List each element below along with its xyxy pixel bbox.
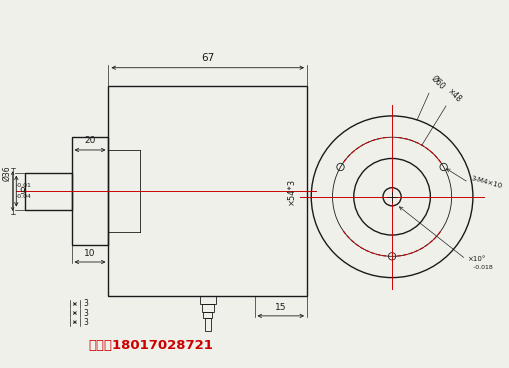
Text: ×48: ×48 — [446, 87, 464, 105]
Bar — [72, 137, 108, 245]
Text: 15: 15 — [275, 302, 287, 312]
Bar — [108, 86, 307, 296]
Bar — [205, 318, 211, 331]
Text: -0.04: -0.04 — [15, 194, 32, 199]
Text: 10: 10 — [84, 249, 96, 258]
Text: ×10°: ×10° — [467, 256, 486, 262]
Text: 3: 3 — [83, 318, 88, 327]
Text: Ø36: Ø36 — [3, 166, 11, 181]
Bar — [203, 312, 212, 318]
Bar — [25, 173, 72, 209]
Text: -0.018: -0.018 — [467, 265, 493, 270]
Text: Ø60: Ø60 — [429, 74, 446, 92]
Text: ×54*3: ×54*3 — [287, 177, 296, 205]
Text: 9: 9 — [19, 187, 25, 195]
Text: 20: 20 — [84, 136, 96, 145]
Text: 3-M4×10: 3-M4×10 — [470, 176, 503, 190]
Bar — [202, 304, 214, 312]
Text: 3: 3 — [83, 300, 88, 308]
Text: 3: 3 — [83, 308, 88, 318]
Text: 手机：18017028721: 手机：18017028721 — [89, 339, 213, 352]
Bar — [200, 296, 215, 304]
Text: -0.01: -0.01 — [15, 184, 32, 188]
Text: 67: 67 — [201, 53, 214, 63]
